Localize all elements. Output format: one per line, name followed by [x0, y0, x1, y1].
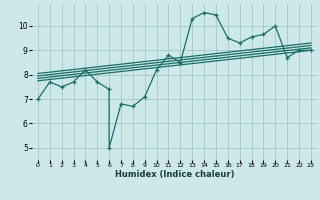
X-axis label: Humidex (Indice chaleur): Humidex (Indice chaleur): [115, 170, 234, 179]
